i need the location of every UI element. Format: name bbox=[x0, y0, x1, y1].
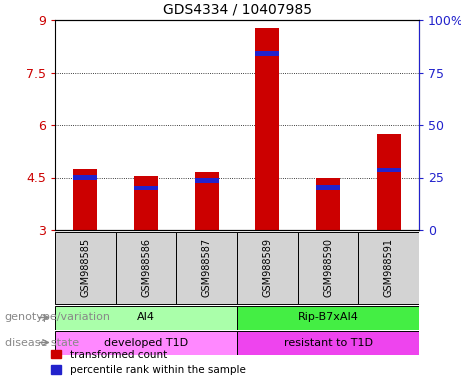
Bar bbox=[55, 306, 237, 329]
Text: developed T1D: developed T1D bbox=[104, 338, 188, 348]
Bar bbox=[134, 176, 158, 230]
Bar bbox=[55, 331, 237, 354]
Bar bbox=[237, 232, 298, 304]
Text: AI4: AI4 bbox=[137, 313, 155, 323]
Bar bbox=[73, 175, 97, 180]
Title: GDS4334 / 10407985: GDS4334 / 10407985 bbox=[162, 2, 312, 16]
Legend: transformed count, percentile rank within the sample: transformed count, percentile rank withi… bbox=[51, 350, 246, 375]
Bar bbox=[358, 232, 419, 304]
Text: resistant to T1D: resistant to T1D bbox=[284, 338, 372, 348]
Text: GSM988589: GSM988589 bbox=[262, 238, 272, 297]
Bar bbox=[237, 331, 419, 354]
Text: genotype/variation: genotype/variation bbox=[5, 313, 111, 323]
Bar bbox=[195, 172, 219, 230]
Bar bbox=[73, 169, 97, 230]
Bar bbox=[298, 232, 358, 304]
Text: GSM988585: GSM988585 bbox=[80, 238, 90, 297]
Bar bbox=[316, 177, 340, 230]
Bar bbox=[177, 232, 237, 304]
Text: GSM988591: GSM988591 bbox=[384, 238, 394, 297]
Text: GSM988590: GSM988590 bbox=[323, 238, 333, 297]
Text: Rip-B7xAI4: Rip-B7xAI4 bbox=[297, 313, 359, 323]
Text: disease state: disease state bbox=[5, 338, 79, 348]
Text: GSM988586: GSM988586 bbox=[141, 238, 151, 297]
Bar bbox=[195, 178, 219, 182]
Bar bbox=[316, 185, 340, 190]
Bar bbox=[255, 28, 279, 230]
Bar bbox=[377, 167, 401, 172]
Bar bbox=[116, 232, 177, 304]
Bar bbox=[377, 134, 401, 230]
Text: GSM988587: GSM988587 bbox=[201, 238, 212, 297]
Bar bbox=[255, 51, 279, 56]
Bar bbox=[134, 186, 158, 190]
Bar bbox=[237, 306, 419, 329]
Bar bbox=[55, 232, 116, 304]
